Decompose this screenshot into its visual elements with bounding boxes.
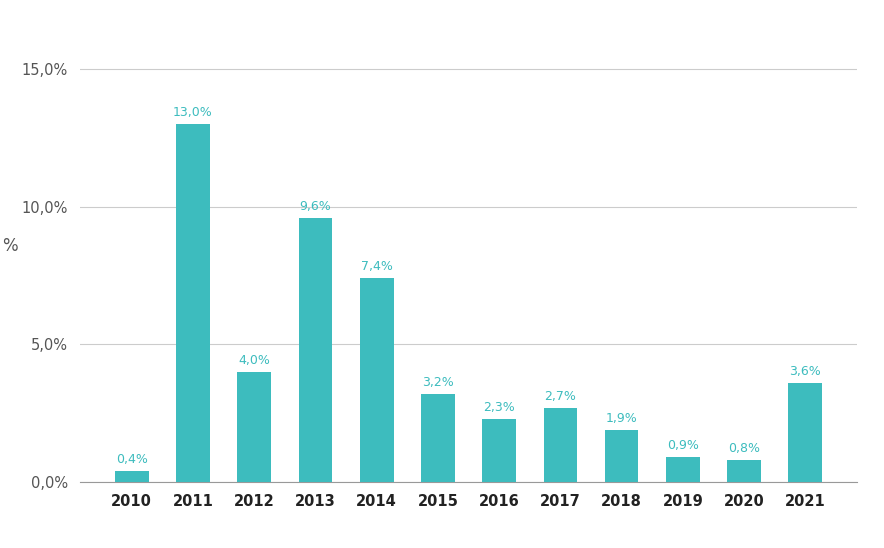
Text: 1,9%: 1,9% bbox=[606, 412, 637, 425]
Bar bbox=[299, 218, 332, 482]
Text: 2,7%: 2,7% bbox=[545, 390, 576, 403]
Text: 13,0%: 13,0% bbox=[173, 106, 213, 119]
Bar bbox=[360, 278, 393, 482]
Text: 7,4%: 7,4% bbox=[361, 260, 392, 273]
Bar bbox=[176, 124, 210, 482]
Text: 0,8%: 0,8% bbox=[728, 442, 760, 455]
Bar bbox=[238, 372, 271, 482]
Text: 2,3%: 2,3% bbox=[484, 401, 515, 414]
Text: 0,9%: 0,9% bbox=[667, 439, 698, 453]
Text: 9,6%: 9,6% bbox=[300, 199, 332, 213]
Text: 4,0%: 4,0% bbox=[239, 354, 271, 367]
Bar bbox=[483, 419, 516, 482]
Y-axis label: %: % bbox=[3, 237, 18, 255]
Bar bbox=[789, 383, 822, 482]
Bar bbox=[728, 460, 761, 482]
Bar bbox=[544, 408, 577, 482]
Text: 3,2%: 3,2% bbox=[422, 376, 453, 389]
Text: 0,4%: 0,4% bbox=[116, 453, 148, 466]
Bar bbox=[421, 394, 454, 482]
Text: 3,6%: 3,6% bbox=[789, 365, 821, 378]
Bar bbox=[605, 430, 638, 482]
Bar bbox=[666, 458, 699, 482]
Bar bbox=[115, 471, 149, 482]
